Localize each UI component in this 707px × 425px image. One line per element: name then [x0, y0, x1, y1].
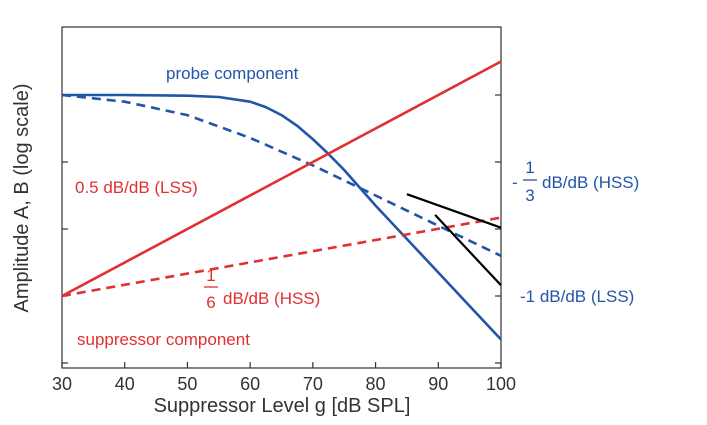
y-axis-label: Amplitude A, B (log scale): [11, 84, 33, 313]
fraction-sign: -: [512, 173, 518, 192]
x-tick-label: 30: [52, 374, 72, 394]
fraction-denominator: 6: [206, 293, 215, 312]
series-layer: [61, 60, 502, 341]
fraction-numerator: 1: [206, 266, 215, 285]
x-axis-label: Suppressor Level g [dB SPL]: [154, 395, 411, 417]
fraction-numerator: 1: [525, 158, 534, 177]
annotation-probe-component: probe component: [166, 64, 299, 83]
slope-segment-hss: [406, 193, 502, 229]
annotation-hss-third: - 1 3 dB/dB (HSS): [512, 158, 639, 205]
annotation-lss-half: 0.5 dB/dB (LSS): [75, 178, 198, 197]
x-tick-label: 60: [240, 374, 260, 394]
annotation-text: dB/dB (HSS): [542, 173, 639, 192]
annotation-hss-sixth: 1 6 dB/dB (HSS): [204, 266, 320, 312]
plot-frame: [61, 26, 502, 369]
x-tick-label: 90: [428, 374, 448, 394]
annotation-suppressor-component: suppressor component: [77, 330, 250, 349]
probe-dashed-line: [61, 93, 502, 257]
annotation-text: dB/dB (HSS): [223, 289, 320, 308]
x-tick-label: 100: [486, 374, 516, 394]
probe-solid-line: [62, 93, 502, 341]
annotation-lss-minus1: -1 dB/dB (LSS): [520, 287, 634, 306]
suppressor-dashed-line: [61, 216, 502, 298]
fraction-denominator: 3: [525, 186, 534, 205]
x-tick-label: 80: [366, 374, 386, 394]
slope-segment-lss: [434, 214, 502, 287]
x-axis-ticks: 30 40 50 60 70 80 90 100: [52, 362, 516, 394]
x-tick-label: 70: [303, 374, 323, 394]
x-tick-label: 40: [115, 374, 135, 394]
x-tick-label: 50: [177, 374, 197, 394]
suppressor-solid-line: [61, 60, 502, 298]
